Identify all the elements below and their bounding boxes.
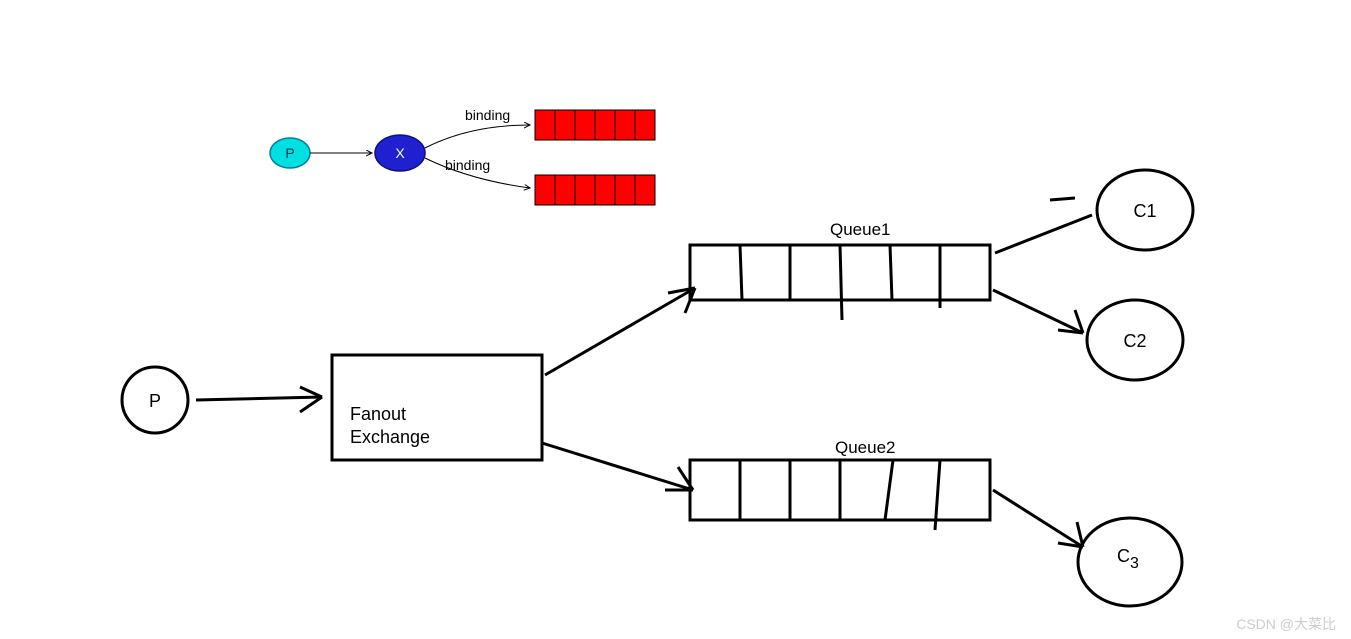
small-producer-label: P — [285, 145, 294, 161]
queue1-label: Queue1 — [830, 220, 891, 239]
binding-label-1: binding — [465, 107, 510, 123]
consumer1-label: C1 — [1133, 201, 1156, 221]
exchange-label-1: Fanout — [350, 404, 406, 424]
small-exchange-label: X — [395, 145, 405, 161]
diagram-canvas: P X binding binding P Fanout Exchange — [0, 0, 1351, 639]
binding-label-2: binding — [445, 157, 490, 173]
queue2-label: Queue2 — [835, 438, 896, 457]
consumer3-label-c: C — [1117, 546, 1130, 566]
exchange-label-2: Exchange — [350, 427, 430, 447]
queue2-node — [690, 460, 990, 530]
arrow-exchange-to-q1 — [545, 288, 695, 375]
small-queue-2 — [535, 175, 655, 205]
arrow-q1-to-c2 — [993, 290, 1083, 333]
producer-label: P — [149, 391, 161, 411]
arrow-exchange-to-q2 — [542, 443, 693, 490]
consumer3-label-3: 3 — [1130, 555, 1139, 572]
binding-arrow-1 — [425, 125, 530, 148]
consumer2-label: C2 — [1123, 331, 1146, 351]
small-queue-1 — [535, 110, 655, 140]
arrow-q2-to-c3 — [993, 490, 1083, 547]
arrow-p-to-exchange — [196, 397, 322, 400]
queue1-node — [690, 245, 990, 320]
arrow-q1-to-c1 — [995, 215, 1092, 253]
watermark: CSDN @大菜比 — [1236, 614, 1336, 634]
